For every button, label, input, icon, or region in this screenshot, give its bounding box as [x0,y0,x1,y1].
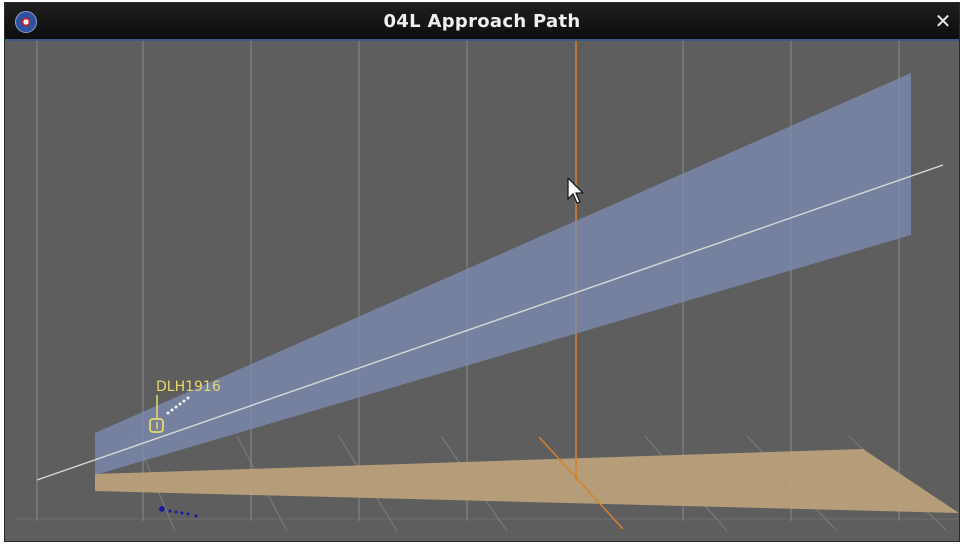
trail-dot [166,411,170,415]
mouse-pointer-icon [567,177,584,204]
ground-track-dots [159,506,198,518]
ground-track-dot [194,514,198,518]
trail-dot [182,399,186,403]
radar-app-icon[interactable] [15,11,37,33]
ground-track-dot [159,506,165,512]
ground-track-dot [174,510,178,514]
ground-track-dot [168,509,172,513]
aircraft-target[interactable]: DLH1916 [149,379,221,433]
trail-dot [174,405,178,409]
aircraft-symbol-icon[interactable] [149,418,164,433]
cursor-ground-line [538,436,624,530]
trail-dot [186,396,190,400]
trail-dot [178,402,182,406]
glide-slope-wedge [95,73,911,475]
trail-dot [170,408,174,412]
window-title: 04L Approach Path [383,11,581,32]
runway-approach-plane [95,449,959,513]
close-button[interactable]: ✕ [934,9,952,33]
ground-track-dot [186,512,190,516]
title-bar[interactable]: 04L Approach Path ✕ [5,3,959,41]
approach-path-window: 04L Approach Path ✕ [4,2,960,542]
aircraft-history-trail [166,396,190,415]
ground-track-dot [180,511,184,515]
approach-view[interactable]: DLH1916 [5,41,959,541]
glide-slope-centreline [36,164,944,481]
aircraft-callsign-label[interactable]: DLH1916 [156,379,221,395]
